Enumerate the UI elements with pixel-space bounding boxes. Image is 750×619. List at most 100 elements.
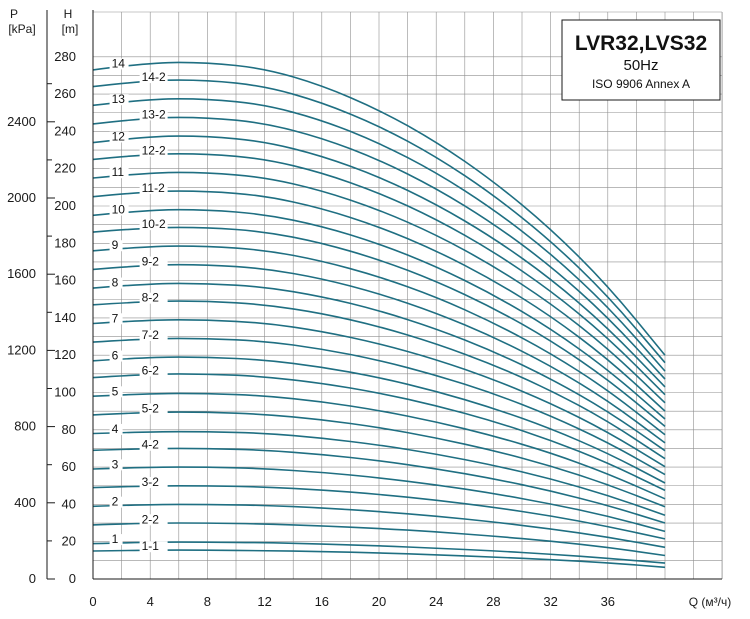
curve-label-bg: [109, 534, 123, 546]
curve-14: [92, 61, 666, 356]
y2-tick-label: 800: [14, 419, 36, 434]
x-tick-label: 20: [372, 594, 386, 609]
curve-2-2: [92, 522, 666, 557]
curve-label-12-2: 12-2: [142, 144, 166, 158]
curve-10: [92, 208, 666, 420]
curve-label-4: 4: [112, 422, 119, 436]
curve-13: [92, 97, 666, 372]
curve-label-6-2: 6-2: [142, 363, 160, 377]
curve-label-9-2: 9-2: [142, 254, 160, 268]
curve-label-5-2: 5-2: [142, 402, 160, 416]
curve-label-10-2: 10-2: [142, 217, 166, 231]
curve-label-bg: [109, 167, 129, 179]
curve-label-6: 6: [112, 349, 119, 363]
curve-3: [92, 466, 666, 533]
curve-label-13-2: 13-2: [142, 107, 166, 121]
y2-axis-title: P: [10, 7, 18, 21]
x-tick-label: 24: [429, 594, 443, 609]
y2-tick-label: 0: [29, 571, 36, 586]
curve-label-bg: [109, 204, 129, 216]
curve-label-9: 9: [112, 238, 119, 252]
curve-label-bg: [139, 256, 168, 268]
y-tick-label: 120: [54, 347, 76, 362]
curve-label-bg: [139, 219, 168, 231]
y-axis-title: H: [64, 7, 73, 21]
y-tick-label: 200: [54, 198, 76, 213]
curve-label-bg: [109, 350, 123, 362]
curve-label-1: 1: [112, 532, 119, 546]
curve-label-2: 2: [112, 495, 119, 509]
curve-label-bg: [139, 182, 168, 194]
curve-label-bg: [109, 58, 129, 70]
curve-label-bg: [139, 403, 168, 415]
curve-6-2: [92, 373, 666, 492]
curve-12: [92, 135, 666, 388]
chart-note: ISO 9906 Annex A: [592, 77, 690, 91]
x-tick-label: 4: [147, 594, 154, 609]
y-tick-label: 100: [54, 385, 76, 400]
curve-label-bg: [139, 72, 168, 84]
legend-box-frame: [561, 19, 721, 101]
y-axis-unit: [m]: [62, 22, 79, 36]
y2-axis-unit: [kPa]: [8, 22, 35, 36]
curve-14-2: [92, 79, 666, 364]
curve-8-2: [92, 300, 666, 460]
x-tick-label: 32: [543, 594, 557, 609]
curve-label-bg: [109, 459, 123, 471]
y2-tick-label: 1600: [7, 266, 36, 281]
curve-label-bg: [109, 423, 123, 435]
curve-label-bg: [139, 145, 168, 157]
x-tick-label: 8: [204, 594, 211, 609]
y-tick-label: 180: [54, 235, 76, 250]
curve-12-2: [92, 152, 666, 396]
x-tick-label: 0: [89, 594, 96, 609]
y-tick-label: 80: [62, 422, 76, 437]
curve-label-bg: [139, 477, 168, 489]
curve-label-bg: [109, 496, 123, 508]
y-tick-label: 240: [54, 123, 76, 138]
curve-label-bg: [139, 329, 168, 341]
curve-label-11: 11: [112, 165, 125, 179]
curve-label-4-2: 4-2: [142, 438, 160, 452]
y-tick-label: 260: [54, 86, 76, 101]
curve-label-1-1: 1-1: [142, 539, 160, 553]
curve-label-7: 7: [112, 311, 119, 325]
curve-label-8: 8: [112, 276, 119, 290]
y-tick-label: 40: [62, 496, 76, 511]
curve-label-bg: [109, 131, 129, 143]
y-tick-label: 0: [69, 571, 76, 586]
y2-tick-label: 2000: [7, 190, 36, 205]
y-tick-label: 140: [54, 310, 76, 325]
x-tick-label: 16: [315, 594, 329, 609]
curve-9: [92, 245, 666, 436]
y2-tick-label: 1200: [7, 342, 36, 357]
y-tick-label: 60: [62, 459, 76, 474]
curve-label-2-2: 2-2: [142, 512, 160, 526]
curve-label-7-2: 7-2: [142, 328, 160, 342]
curve-5-2: [92, 411, 666, 508]
curve-label-bg: [139, 514, 168, 526]
curve-6: [92, 356, 666, 484]
curve-7-2: [92, 337, 666, 476]
curve-7: [92, 318, 666, 468]
curve-4-2: [92, 447, 666, 524]
y-tick-label: 220: [54, 161, 76, 176]
curve-1-1: [92, 549, 666, 569]
curve-label-3: 3: [112, 457, 119, 471]
curve-label-bg: [109, 240, 123, 252]
curve-label-bg: [109, 386, 123, 398]
curve-label-bg: [139, 541, 168, 553]
curve-label-bg: [139, 292, 168, 304]
chart-subtitle: 50Hz: [623, 57, 658, 74]
x-axis-title: Q (м³/ч): [689, 595, 732, 609]
y-tick-label: 160: [54, 273, 76, 288]
curve-label-11-2: 11-2: [142, 181, 165, 195]
curve-label-bg: [109, 94, 129, 106]
curve-5: [92, 392, 666, 500]
curve-label-bg: [139, 109, 168, 121]
curve-9-2: [92, 263, 666, 444]
x-tick-label: 36: [601, 594, 615, 609]
curve-label-10: 10: [112, 203, 126, 217]
y-tick-label: 280: [54, 49, 76, 64]
